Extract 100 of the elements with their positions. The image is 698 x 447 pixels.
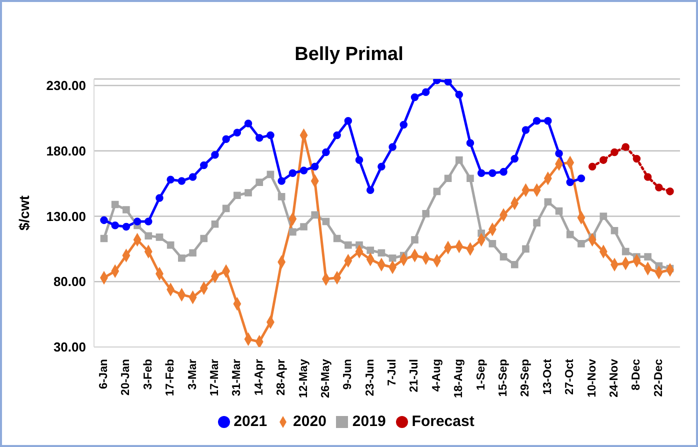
x-tick-label: 22-Dec	[652, 358, 665, 397]
point	[622, 248, 630, 256]
x-tick-label: 3-Mar	[186, 358, 199, 390]
point	[355, 156, 364, 164]
point	[222, 135, 230, 144]
point	[600, 212, 608, 220]
point	[311, 211, 319, 219]
x-tick-label: 18-Aug	[453, 359, 466, 398]
point	[366, 186, 374, 194]
x-tick-label: 26-May	[320, 358, 332, 398]
point	[211, 220, 219, 228]
point	[655, 184, 663, 192]
y-tick-label: 230.00	[46, 78, 86, 94]
point	[400, 120, 408, 129]
point	[144, 232, 152, 240]
point	[522, 245, 530, 253]
point	[289, 228, 296, 236]
x-tick-label: 27-Oct	[564, 358, 576, 395]
x-tick-label: 1-Sep	[475, 359, 488, 390]
point	[566, 230, 574, 238]
point	[100, 234, 108, 242]
point	[566, 178, 574, 186]
point	[388, 143, 396, 151]
point	[410, 93, 419, 102]
point	[310, 162, 319, 170]
point	[578, 240, 585, 248]
x-tick-label: 8-Dec	[630, 358, 643, 390]
point	[222, 204, 230, 212]
point	[233, 128, 242, 136]
point	[433, 188, 441, 196]
point	[644, 173, 652, 181]
x-tick-label: 17-Feb	[164, 359, 177, 396]
y-tick-label: 130.00	[46, 208, 86, 224]
legend-label: Forecast	[412, 413, 474, 430]
point	[422, 210, 430, 218]
point	[500, 253, 508, 260]
point	[455, 90, 464, 99]
x-tick-label: 24-Nov	[608, 358, 621, 398]
point	[600, 156, 608, 164]
chart-title: Belly Primal	[294, 44, 404, 66]
point	[266, 131, 274, 140]
point	[300, 166, 308, 174]
x-tick-label: 28-Apr	[276, 358, 288, 396]
point	[333, 131, 341, 140]
point	[488, 240, 496, 248]
point	[632, 154, 641, 163]
point	[122, 222, 130, 231]
point	[488, 169, 496, 178]
point	[466, 139, 474, 147]
legend-label: 2020	[293, 413, 326, 430]
x-tick-label: 6-Jan	[98, 359, 110, 390]
x-tick-label: 15-Sep	[498, 359, 510, 397]
point	[133, 218, 142, 226]
point	[610, 226, 618, 234]
x-tick-label: 4-Aug	[430, 359, 443, 392]
x-tick-label: 3-Feb	[142, 359, 154, 390]
point	[122, 206, 130, 214]
point	[255, 134, 264, 142]
point	[300, 223, 308, 230]
point	[555, 207, 563, 215]
point	[577, 174, 586, 182]
y-axis-title: $/cwt	[16, 195, 32, 231]
point	[278, 177, 286, 185]
point	[444, 79, 452, 86]
point	[111, 222, 119, 230]
point	[666, 188, 674, 196]
point	[200, 234, 208, 242]
x-tick-label: 12-May	[298, 358, 310, 398]
point	[533, 219, 540, 226]
point	[622, 143, 630, 151]
legend-label: 2019	[352, 413, 386, 430]
point	[156, 234, 164, 241]
point	[477, 169, 486, 178]
point	[255, 335, 264, 347]
x-tick-label: 20-Jan	[120, 359, 132, 396]
point	[644, 253, 652, 260]
x-tick-label: 13-Oct	[542, 358, 554, 395]
point	[189, 249, 196, 257]
point	[344, 241, 352, 249]
point	[388, 254, 396, 262]
point	[366, 246, 374, 254]
point	[333, 234, 341, 242]
x-tick-label: 31-Mar	[231, 358, 244, 396]
point	[555, 150, 563, 158]
point	[322, 148, 330, 156]
point	[444, 174, 452, 182]
point	[266, 170, 274, 178]
point	[610, 148, 618, 156]
y-tick-label: 180.00	[46, 144, 86, 159]
point	[100, 216, 108, 224]
point	[510, 154, 519, 163]
point	[378, 162, 386, 170]
point	[178, 177, 186, 185]
point	[544, 198, 552, 206]
point	[200, 161, 208, 170]
point	[322, 218, 330, 226]
point	[466, 174, 474, 182]
point	[278, 192, 286, 200]
point	[288, 169, 297, 178]
point	[166, 176, 174, 184]
